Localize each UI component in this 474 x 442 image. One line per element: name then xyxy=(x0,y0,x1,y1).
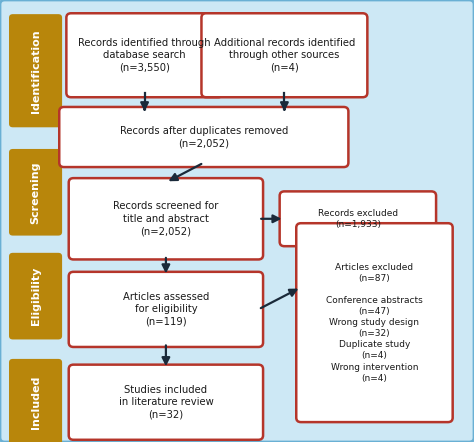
FancyBboxPatch shape xyxy=(9,149,62,236)
Text: Additional records identified
through other sources
(n=4): Additional records identified through ot… xyxy=(214,38,355,72)
Text: Records screened for
title and abstract
(n=2,052): Records screened for title and abstract … xyxy=(113,202,219,236)
FancyBboxPatch shape xyxy=(296,223,453,422)
Text: Records after duplicates removed
(n=2,052): Records after duplicates removed (n=2,05… xyxy=(119,126,288,148)
Text: Records excluded
(n=1,933): Records excluded (n=1,933) xyxy=(318,209,398,229)
FancyBboxPatch shape xyxy=(69,178,263,259)
Text: Eligibility: Eligibility xyxy=(30,267,41,325)
FancyBboxPatch shape xyxy=(201,13,367,97)
FancyBboxPatch shape xyxy=(280,191,436,246)
FancyBboxPatch shape xyxy=(66,13,223,97)
FancyBboxPatch shape xyxy=(9,359,62,442)
FancyBboxPatch shape xyxy=(69,272,263,347)
FancyBboxPatch shape xyxy=(59,107,348,167)
Text: Studies included
in literature review
(n=32): Studies included in literature review (n… xyxy=(118,385,213,419)
FancyBboxPatch shape xyxy=(69,365,263,440)
Text: Records identified through
database search
(n=3,550): Records identified through database sear… xyxy=(78,38,211,72)
FancyBboxPatch shape xyxy=(9,253,62,339)
Text: Screening: Screening xyxy=(30,161,41,224)
Text: Identification: Identification xyxy=(30,29,41,113)
Text: Articles assessed
for eligibility
(n=119): Articles assessed for eligibility (n=119… xyxy=(123,292,209,327)
Text: Included: Included xyxy=(30,376,41,429)
FancyBboxPatch shape xyxy=(9,14,62,127)
Text: Articles excluded
(n=87)

Conference abstracts
(n=47)
Wrong study design
(n=32)
: Articles excluded (n=87) Conference abst… xyxy=(326,263,423,383)
